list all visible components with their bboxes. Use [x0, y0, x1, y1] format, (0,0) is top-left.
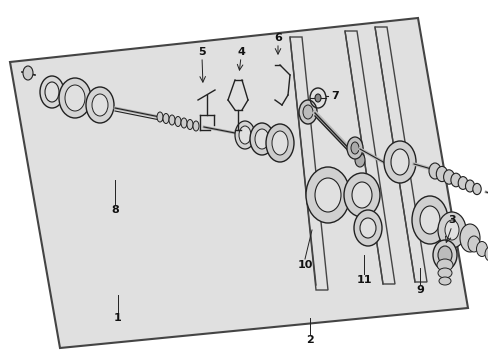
Text: 11: 11	[356, 275, 371, 285]
Ellipse shape	[467, 236, 479, 252]
Ellipse shape	[437, 212, 465, 248]
Ellipse shape	[298, 100, 316, 124]
Ellipse shape	[459, 224, 479, 252]
Ellipse shape	[314, 94, 320, 102]
Text: 1: 1	[114, 313, 122, 323]
Ellipse shape	[23, 66, 33, 80]
Ellipse shape	[346, 137, 362, 159]
Ellipse shape	[65, 85, 85, 111]
Ellipse shape	[163, 113, 169, 123]
Text: 3: 3	[447, 215, 455, 225]
Ellipse shape	[432, 240, 456, 270]
Ellipse shape	[45, 82, 59, 102]
Ellipse shape	[484, 247, 488, 261]
Ellipse shape	[86, 87, 114, 123]
Ellipse shape	[353, 210, 381, 246]
Ellipse shape	[435, 166, 447, 181]
Ellipse shape	[383, 141, 415, 183]
Polygon shape	[345, 31, 394, 284]
Ellipse shape	[181, 118, 186, 128]
Ellipse shape	[450, 173, 460, 187]
Ellipse shape	[157, 112, 163, 122]
Ellipse shape	[438, 277, 450, 285]
Ellipse shape	[472, 183, 480, 195]
Ellipse shape	[314, 178, 340, 212]
Ellipse shape	[249, 123, 273, 155]
Ellipse shape	[186, 120, 193, 130]
Ellipse shape	[265, 124, 293, 162]
Ellipse shape	[437, 268, 451, 278]
Text: 6: 6	[273, 33, 282, 43]
Ellipse shape	[193, 121, 199, 131]
Text: 10: 10	[297, 260, 312, 270]
Ellipse shape	[465, 180, 473, 192]
Ellipse shape	[443, 170, 453, 184]
Ellipse shape	[457, 177, 467, 189]
Text: 8: 8	[111, 205, 119, 215]
Ellipse shape	[359, 218, 375, 238]
Polygon shape	[289, 37, 327, 290]
Ellipse shape	[444, 220, 458, 240]
Ellipse shape	[239, 126, 250, 144]
Text: 9: 9	[415, 285, 423, 295]
Ellipse shape	[303, 105, 312, 119]
Ellipse shape	[436, 259, 452, 271]
Ellipse shape	[390, 149, 408, 175]
Ellipse shape	[92, 94, 108, 116]
Polygon shape	[10, 18, 467, 348]
Ellipse shape	[437, 246, 451, 264]
Ellipse shape	[169, 115, 175, 125]
Ellipse shape	[254, 129, 268, 149]
Ellipse shape	[475, 242, 487, 257]
Text: 4: 4	[237, 47, 244, 57]
Text: 7: 7	[330, 91, 338, 101]
Ellipse shape	[350, 142, 358, 154]
Ellipse shape	[40, 76, 64, 108]
Text: 2: 2	[305, 335, 313, 345]
Ellipse shape	[305, 167, 349, 223]
Polygon shape	[374, 27, 426, 282]
Text: 5: 5	[198, 47, 205, 57]
Ellipse shape	[59, 78, 91, 118]
Ellipse shape	[235, 121, 254, 149]
Ellipse shape	[271, 131, 287, 155]
Ellipse shape	[354, 153, 364, 167]
Ellipse shape	[411, 196, 447, 244]
Ellipse shape	[343, 173, 379, 217]
Ellipse shape	[428, 163, 440, 179]
Ellipse shape	[175, 117, 181, 126]
Ellipse shape	[351, 182, 371, 208]
Ellipse shape	[419, 206, 439, 234]
